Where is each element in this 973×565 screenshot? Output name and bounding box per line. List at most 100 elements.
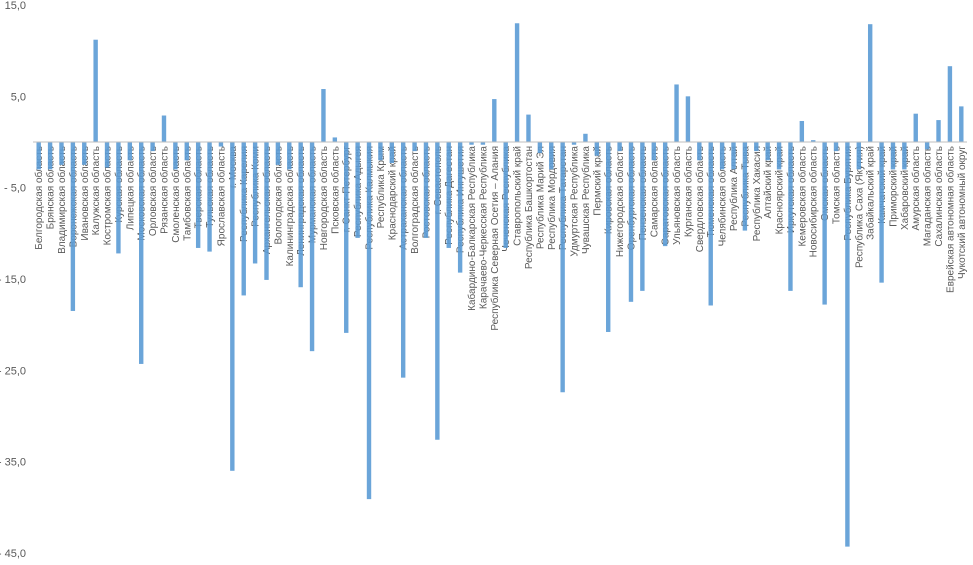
bar	[514, 23, 520, 143]
bar	[924, 142, 930, 150]
bar	[662, 142, 668, 247]
category-label: Брянская область	[45, 146, 57, 229]
bar	[309, 142, 315, 352]
bar	[617, 142, 622, 152]
category-label: Челябинская область	[717, 146, 729, 246]
category-label: Удмуртская Республика	[569, 146, 581, 257]
category-label: Липецкая область	[124, 146, 136, 230]
bar	[492, 99, 497, 142]
category-label: Пермский край	[592, 146, 603, 216]
category-label: Республика Марий Эл	[534, 146, 546, 249]
bar	[867, 24, 873, 142]
bar	[161, 115, 167, 142]
bar	[811, 140, 816, 142]
bar	[275, 142, 281, 165]
bar	[59, 142, 64, 165]
category-label: Костромская область	[102, 146, 114, 245]
bar	[366, 142, 372, 500]
bar	[47, 142, 53, 170]
category-label: Владимирская область	[56, 146, 68, 254]
category-label: Курганская область	[682, 146, 694, 237]
category-label: Республика Хакасия	[751, 146, 763, 241]
bar	[184, 142, 189, 161]
bar	[856, 142, 861, 170]
category-label: Чукотский автономный округ	[957, 146, 968, 279]
bar	[355, 142, 360, 238]
bar	[822, 142, 827, 305]
category-label: Магаданская область	[922, 146, 934, 246]
category-label: Орловская область	[147, 146, 159, 236]
bar	[412, 142, 417, 152]
bar	[537, 142, 543, 153]
bar	[195, 142, 201, 248]
category-label: Республика Северная Осетия – Алания	[489, 146, 501, 331]
bar	[389, 142, 394, 164]
category-label: Нижегородская область	[614, 146, 626, 257]
category-label: Томская область	[831, 146, 843, 224]
category-label: Алтайский край	[763, 146, 774, 219]
category-label: Белгородская область	[33, 146, 45, 250]
category-label: Ставропольский край	[513, 146, 524, 246]
bar	[378, 142, 383, 161]
bar	[833, 142, 839, 152]
bar	[457, 142, 463, 273]
bar	[594, 142, 600, 156]
category-label: Республика Мордовия	[546, 146, 558, 250]
bar	[571, 142, 577, 145]
bar	[742, 142, 748, 231]
bar	[708, 142, 713, 306]
category-label: Приморский край	[888, 146, 899, 227]
category-label: Сахалинская область	[933, 146, 945, 247]
bar	[469, 142, 474, 145]
bar	[287, 142, 292, 170]
y-tick-label: 5,0	[11, 91, 26, 103]
category-label: Новосибирская область	[808, 146, 820, 257]
bar	[298, 142, 303, 288]
bar	[480, 142, 486, 145]
bar	[526, 114, 531, 142]
y-tick-label: - 15,0	[0, 274, 26, 286]
category-label: Кемеровская область	[796, 146, 808, 247]
bar	[264, 142, 269, 280]
category-label: Свердловская область	[694, 146, 706, 252]
category-label: Смоленская область	[170, 146, 182, 243]
category-label: Кабардино-Балкарская Республика	[466, 146, 478, 311]
bar	[400, 142, 406, 378]
category-label: Республика Башкортостан	[523, 146, 535, 269]
bar	[788, 142, 793, 291]
category-label: Калужская область	[90, 146, 102, 235]
category-labels: Белгородская область Брянская область Влад…	[33, 146, 968, 331]
bar	[207, 142, 212, 252]
bar	[173, 142, 178, 170]
bar	[936, 120, 941, 142]
bar	[583, 133, 588, 142]
category-label: Волгоградская область	[409, 146, 421, 254]
bar	[902, 142, 907, 170]
bar	[719, 142, 725, 170]
bar	[241, 142, 246, 296]
bar	[628, 142, 634, 302]
category-label: Рязанская область	[158, 146, 170, 234]
bar	[116, 142, 121, 254]
bar	[651, 142, 656, 161]
bar	[731, 142, 736, 170]
bar	[606, 142, 611, 332]
y-axis-labels: 15,0 5,0 - 5,0 - 15,0 - 25,0 - 35,0 - 45,0	[0, 0, 26, 560]
bar	[890, 142, 896, 170]
category-label: Забайкальский край	[865, 146, 877, 240]
category-label: Еврейская автономная область	[944, 146, 956, 293]
category-label: Ярославская область	[215, 146, 227, 246]
bar	[776, 142, 782, 170]
y-tick-label: - 35,0	[0, 457, 26, 469]
category-label: Вологодская область	[272, 146, 284, 245]
bar	[640, 142, 645, 291]
bar	[70, 142, 76, 311]
bar	[127, 142, 133, 161]
bar	[674, 84, 679, 142]
y-tick-label: - 5,0	[4, 183, 26, 195]
bar	[104, 142, 110, 168]
bar	[321, 89, 326, 142]
bar	[754, 142, 759, 152]
bar	[845, 142, 850, 547]
